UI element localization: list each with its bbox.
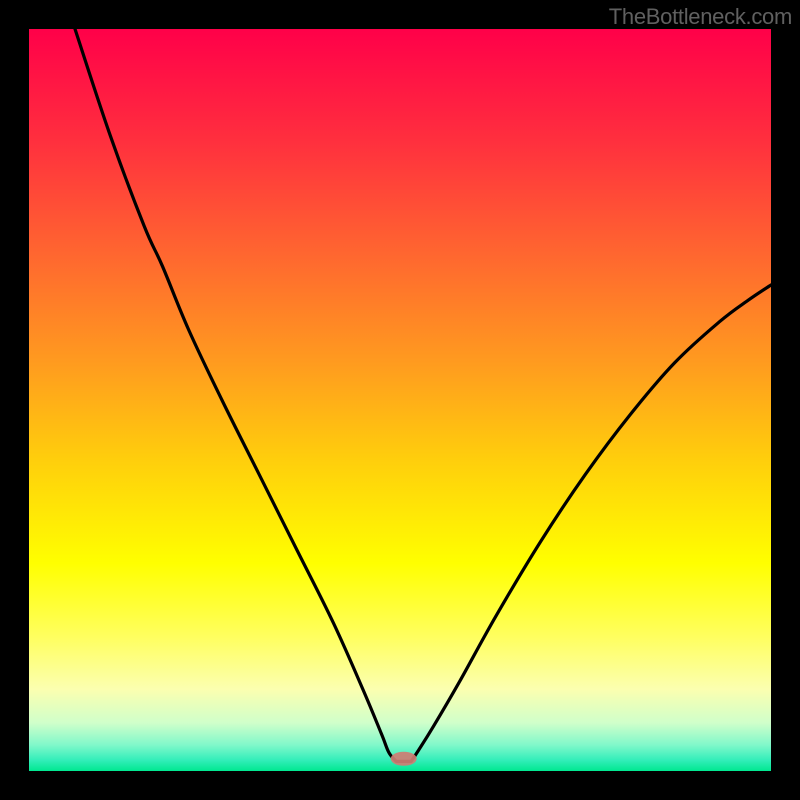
watermark-text: TheBottleneck.com — [609, 4, 792, 30]
chart-plot-background — [29, 29, 771, 771]
bottleneck-curve-chart — [0, 0, 800, 800]
chart-container: TheBottleneck.com — [0, 0, 800, 800]
minimum-marker — [391, 752, 417, 766]
